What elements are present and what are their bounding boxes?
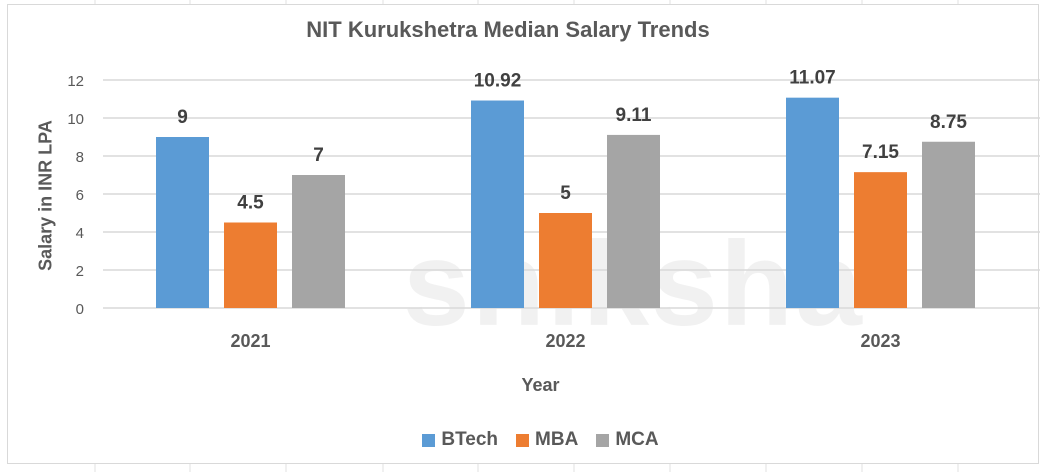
x-tick-label: 2021 (230, 331, 270, 351)
bar-mca-2022[interactable] (607, 134, 660, 308)
y-tick-label: 12 (67, 73, 84, 90)
x-tick-label: 2023 (860, 331, 900, 351)
legend-swatch-icon (422, 433, 436, 447)
x-tick-label: 2022 (545, 331, 585, 351)
data-label: 8.75 (930, 112, 967, 133)
legend-item-mba[interactable]: MBA (516, 429, 578, 451)
legend-swatch-icon (516, 433, 530, 447)
legend-label: MCA (615, 429, 659, 450)
legend-label: BTech (441, 429, 499, 450)
legend-item-mca[interactable]: MCA (596, 429, 659, 451)
y-tick-label: 0 (76, 301, 84, 318)
bar-mca-2021[interactable] (292, 175, 345, 308)
bar-mba-2021[interactable] (224, 222, 277, 309)
chart-area[interactable]: NIT Kurukshetra Median Salary Trends Sal… (7, 4, 1040, 464)
bar-mba-2023[interactable] (854, 172, 907, 308)
data-label: 7 (313, 145, 324, 166)
bar-mca-2023[interactable] (922, 141, 975, 308)
y-tick-label: 4 (76, 225, 84, 242)
data-label: 10.92 (474, 71, 522, 92)
chart-title: NIT Kurukshetra Median Salary Trends (306, 17, 710, 42)
data-label: 9.11 (616, 105, 652, 126)
data-label: 11.07 (789, 68, 836, 89)
y-tick-label: 8 (76, 149, 84, 166)
legend-swatch-icon (596, 433, 610, 447)
data-label: 5 (560, 183, 571, 204)
y-tick-label: 6 (76, 187, 84, 204)
legend-item-btech[interactable]: BTech (422, 429, 498, 451)
bar-btech-2023[interactable] (786, 97, 839, 308)
bar-mba-2022[interactable] (539, 213, 592, 308)
legend-label: MBA (535, 429, 579, 450)
bar-btech-2022[interactable] (471, 100, 524, 309)
data-label: 4.5 (237, 193, 264, 214)
x-axis-title: Year (521, 375, 560, 395)
bar-btech-2021[interactable] (156, 137, 209, 308)
y-tick-label: 2 (76, 263, 84, 280)
data-label: 9 (177, 107, 188, 128)
data-label: 7.15 (862, 142, 899, 163)
legend: BTech MBA MCA (8, 429, 1045, 451)
y-tick-label: 10 (67, 111, 84, 128)
plot-area: 0 2 4 6 8 10 12 9 4.5 7 2021 10.92 5 9.11 2022 11.07 7.1… (67, 68, 1040, 351)
